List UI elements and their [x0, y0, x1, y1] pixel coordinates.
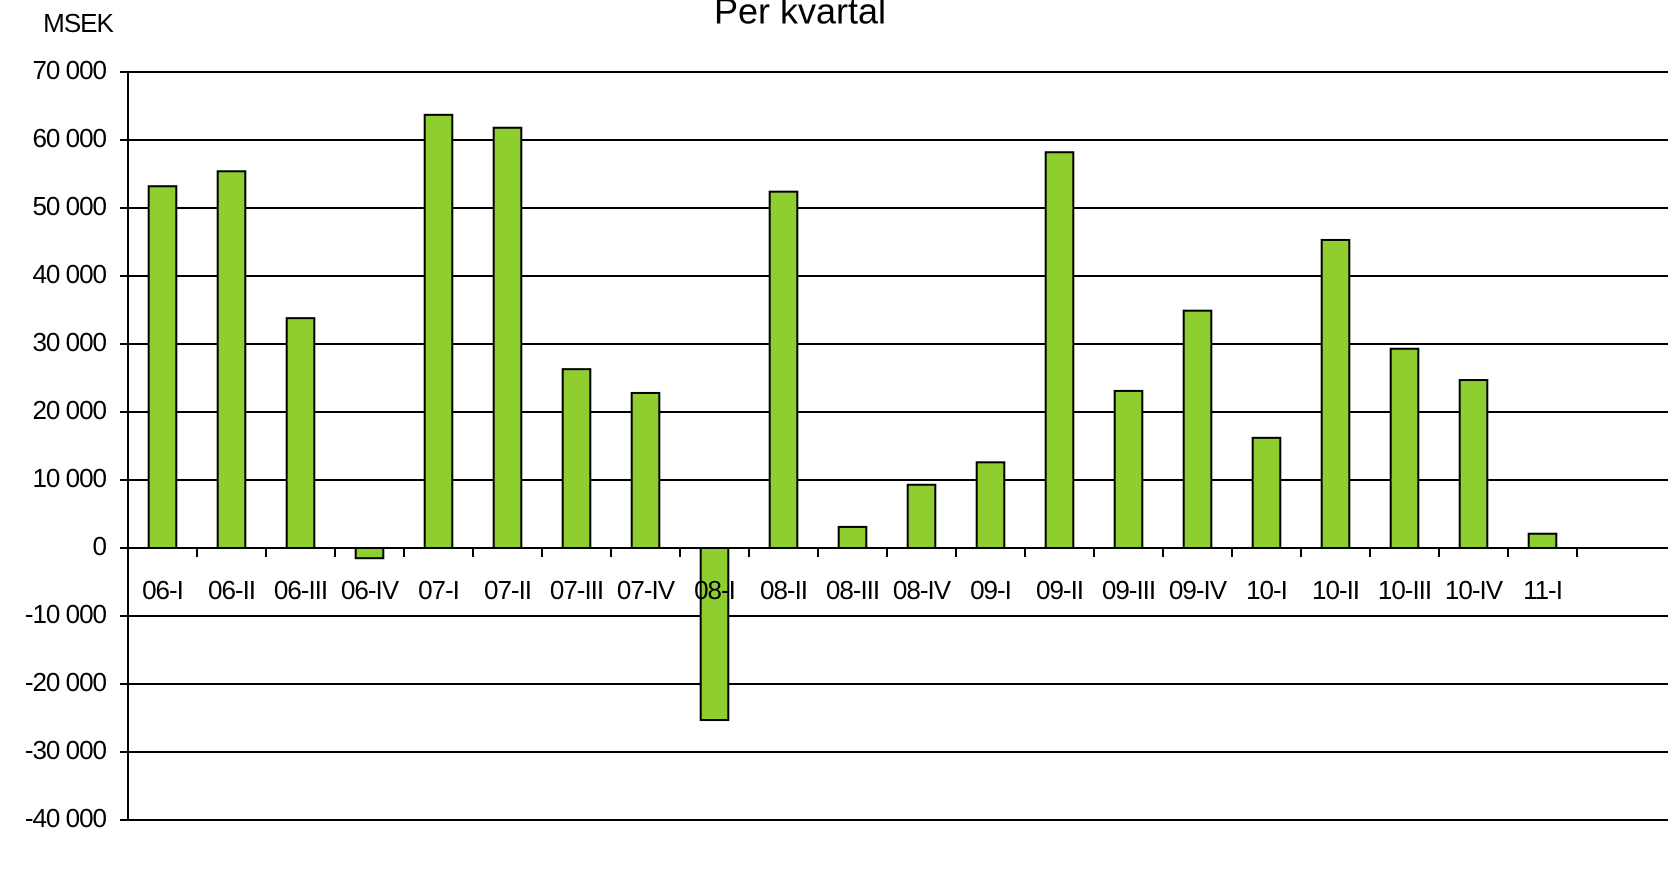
chart-title: Per kvartal: [714, 0, 886, 32]
bar: [630, 391, 661, 549]
bar: [768, 190, 799, 549]
x-tick-label: 06-III: [274, 575, 327, 605]
x-tick-label: 09-IV: [1169, 575, 1228, 605]
x-tick-label: 09-III: [1102, 575, 1155, 605]
x-tick-label: 07-IV: [617, 575, 676, 605]
x-tick-label: 09-I: [970, 575, 1011, 605]
x-tick-label: 11-I: [1523, 575, 1562, 605]
x-tick-label: 08-III: [826, 575, 879, 605]
bar: [699, 547, 730, 722]
y-tick-label: 0: [93, 531, 107, 561]
y-tick-label: -10 000: [25, 599, 107, 629]
x-tick-label: 10-I: [1246, 575, 1287, 605]
x-tick-label: 07-III: [550, 575, 603, 605]
x-tick-label: 08-IV: [893, 575, 952, 605]
bar: [1458, 379, 1489, 550]
bar: [216, 170, 247, 549]
bar: [906, 483, 937, 550]
y-tick-label: 50 000: [32, 191, 106, 221]
y-tick-label: 20 000: [32, 395, 106, 425]
x-tick-label: 06-IV: [341, 575, 400, 605]
x-tick-label: 06-I: [142, 575, 183, 605]
x-tick-label: 09-II: [1036, 575, 1083, 605]
x-tick-label: 06-II: [208, 575, 255, 605]
x-tick-label: 08-I: [694, 575, 735, 605]
x-tick-label: 10-III: [1378, 575, 1431, 605]
bar: [1044, 151, 1075, 550]
bar: [1320, 238, 1351, 550]
bar: [975, 461, 1006, 550]
bar: [1113, 389, 1144, 550]
x-tick-label: 10-II: [1312, 575, 1359, 605]
bar: [837, 525, 868, 549]
x-tick-label: 07-I: [418, 575, 459, 605]
bar: [492, 126, 523, 549]
bar: [1527, 532, 1558, 549]
bar: [561, 368, 592, 549]
y-tick-label: 70 000: [32, 55, 106, 85]
y-tick-label: 30 000: [32, 327, 106, 357]
y-tick-label: -40 000: [25, 803, 107, 833]
y-tick-label: 60 000: [32, 123, 106, 153]
bar: [1182, 309, 1213, 549]
x-tick-label: 10-IV: [1445, 575, 1504, 605]
bar: [354, 547, 385, 560]
x-tick-label: 07-II: [484, 575, 531, 605]
y-tick-label: 10 000: [32, 463, 106, 493]
y-tick-label: -30 000: [25, 735, 107, 765]
x-tick-label: 08-II: [760, 575, 807, 605]
y-tick-label: -20 000: [25, 667, 107, 697]
y-axis-label: MSEK: [43, 8, 114, 38]
y-tick-label: 40 000: [32, 259, 106, 289]
bar: [423, 113, 454, 549]
bar: [285, 317, 316, 549]
bar: [147, 185, 178, 550]
bar: [1389, 347, 1420, 550]
bar: [1251, 436, 1282, 549]
